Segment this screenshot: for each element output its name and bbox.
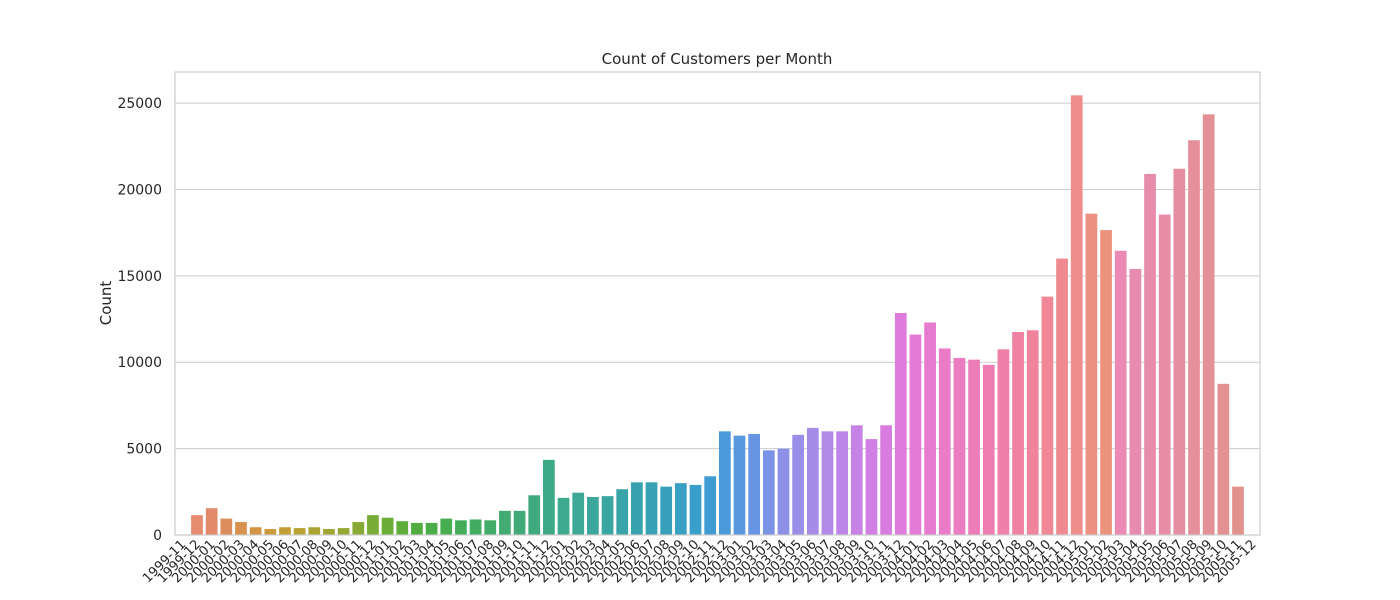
bar-2005-09 [1202,114,1215,536]
bar-2000-12 [367,515,379,535]
bar-2005-10 [1217,383,1230,535]
bar-2004-12 [1070,95,1083,536]
bar-2003-03 [762,450,775,535]
bars [191,95,1244,536]
bar-2003-02 [748,433,761,535]
y-tick-labels: 0 5000 10000 15000 20000 25000 [117,96,162,544]
bar-2001-10 [513,510,526,535]
bar-2000-11 [352,522,365,535]
bar-2004-05 [968,359,980,535]
bar-2005-04 [1129,268,1142,535]
bar-2002-03 [587,496,599,535]
bar-2005-03 [1114,250,1127,535]
bar-2000-02 [220,518,233,535]
bar-2001-02 [396,521,409,535]
bar-2001-09 [499,510,511,535]
bar-2004-08 [1012,332,1024,535]
bar-2003-05 [792,434,805,535]
bar-2005-11 [1232,486,1244,535]
bar-2003-07 [821,431,834,535]
bar-2004-06 [982,364,995,535]
bar-2001-08 [484,520,497,535]
y-tick-label: 5000 [126,442,162,458]
bar-2002-11 [704,476,717,535]
bar-2002-07 [645,482,658,535]
bar-2004-01 [909,334,922,535]
bar-2001-12 [543,459,555,535]
bar-2000-08 [308,527,321,535]
y-tick-label: 15000 [117,269,162,285]
bar-2003-09 [850,425,863,535]
y-axis-label: Count [97,281,115,326]
bar-2002-08 [660,486,673,535]
bar-2004-07 [997,349,1010,535]
bar-2001-03 [411,522,423,535]
bar-2000-06 [279,527,291,535]
bar-2003-04 [777,448,790,535]
bar-2004-09 [1026,330,1039,535]
bar-2001-07 [469,519,482,535]
bar-2004-04 [953,357,966,535]
bar-2000-07 [293,528,306,535]
bar-2002-10 [689,484,702,535]
bar-2003-12 [894,313,907,535]
y-tick-label: 20000 [117,182,162,198]
bar-2001-04 [425,522,438,535]
bar-2005-02 [1100,230,1112,536]
bar-2000-04 [249,527,262,535]
bar-2000-09 [323,528,335,535]
bar-2005-01 [1085,213,1098,535]
bar-2002-04 [601,496,614,535]
bar-2004-10 [1041,296,1054,535]
chart-title: Count of Customers per Month [602,50,833,68]
bar-2003-01 [733,435,746,535]
bar-2002-12 [718,431,731,535]
bar-2004-03 [938,348,951,535]
bar-2004-11 [1056,258,1068,535]
bar-2000-01 [205,508,218,535]
bar-2000-03 [235,522,247,535]
plot-area-frame [174,71,1261,536]
bar-2005-08 [1188,140,1200,536]
bar-2002-05 [616,489,629,535]
bar-2002-06 [630,482,643,535]
bar-2001-01 [381,517,394,535]
bar-2003-06 [806,427,819,535]
bar-2005-07 [1173,168,1186,535]
y-tick-label: 0 [153,528,162,544]
bar-2002-01 [557,497,570,535]
x-tick-labels: 1999-111999-122000-012000-022000-032000-… [140,537,1259,586]
y-tick-label: 25000 [117,96,162,112]
bar-2005-06 [1158,214,1171,535]
bar-2003-11 [880,425,892,535]
bar-2005-05 [1144,173,1156,535]
bar-2001-06 [455,520,467,535]
y-tick-label: 10000 [117,355,162,371]
bar-1999-12 [191,515,203,535]
bar-2004-02 [924,322,936,535]
bar-2002-09 [674,483,687,535]
bar-2001-11 [528,495,541,535]
bar-2001-05 [440,518,453,535]
bar-2002-02 [572,492,585,535]
bar-2003-10 [865,439,878,535]
bar-2000-05 [264,528,277,535]
bar-2003-08 [836,431,848,535]
bar-2000-10 [337,528,350,535]
